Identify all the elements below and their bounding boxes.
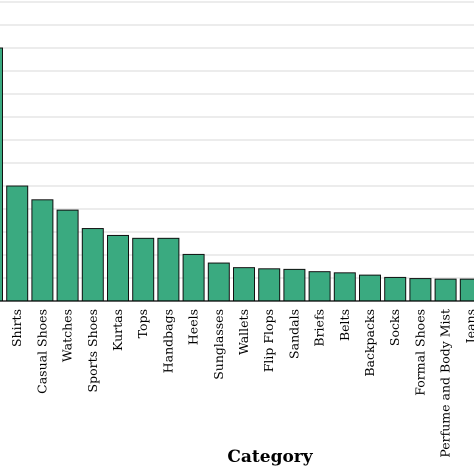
bar — [359, 274, 381, 302]
x-tick-label: Sports Shoes — [85, 309, 100, 392]
bar — [132, 237, 155, 302]
x-tick-label: Belts — [337, 309, 352, 341]
x-tick-label: Heels — [186, 309, 201, 345]
grid-lines — [0, 1, 474, 279]
bar — [233, 267, 255, 302]
x-tick-label: Wallets — [236, 309, 251, 355]
x-tick-label: Jeans — [463, 309, 474, 345]
x-tick-label: Perfume and Body Mist — [438, 309, 453, 458]
bar — [0, 47, 3, 302]
bar — [207, 262, 230, 302]
x-tick-labels: Shirts Casual Shoes Watches Sports Shoes Kur… — [9, 309, 474, 458]
bar — [283, 268, 306, 302]
bar — [459, 278, 474, 302]
bar — [31, 199, 54, 302]
bar — [409, 278, 432, 302]
x-tick-label: Briefs — [312, 309, 327, 347]
x-tick-label: Sandals — [286, 309, 301, 359]
x-tick-label: Handbags — [160, 309, 175, 373]
bar — [182, 253, 205, 302]
x-tick-label: Formal Shoes — [412, 309, 427, 396]
bar — [56, 209, 79, 302]
bar — [107, 234, 129, 302]
bars — [0, 47, 474, 302]
x-tick-label: Casual Shoes — [34, 309, 49, 394]
x-tick-label: Tops — [135, 309, 150, 338]
x-axis-title: Category — [227, 447, 313, 467]
x-tick-label: Sunglasses — [211, 309, 226, 380]
bar — [333, 272, 356, 302]
x-tick-label: Shirts — [9, 309, 24, 347]
bar — [384, 276, 407, 302]
x-tick-label: Flip Flops — [261, 309, 276, 372]
bar — [157, 237, 180, 302]
x-tick-label: Kurtas — [110, 309, 125, 351]
x-tick-label: Backpacks — [362, 309, 377, 377]
bar — [81, 228, 104, 302]
bar — [434, 278, 457, 302]
x-tick-label: Watches — [60, 309, 75, 362]
bar — [308, 271, 331, 302]
bar — [6, 185, 29, 302]
x-tick-label: Socks — [387, 309, 402, 346]
bar — [258, 268, 281, 302]
